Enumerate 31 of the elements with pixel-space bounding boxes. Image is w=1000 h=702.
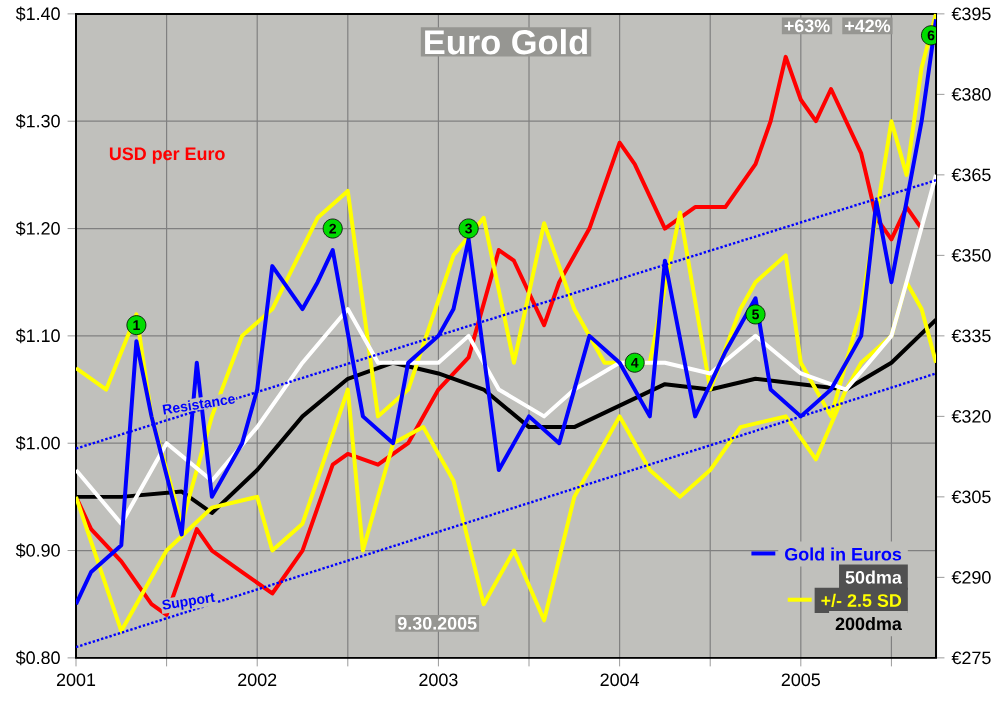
text: 50dma	[845, 570, 902, 584]
y-tick-label: $1.30	[15, 114, 60, 129]
legend-label: +/- 2.5 SD	[821, 593, 902, 608]
y2-tick-label: €365	[951, 168, 991, 182]
y-tick-label: $0.80	[15, 650, 60, 666]
y2-tick-label: €275	[951, 651, 991, 665]
y-tick-label: $1.10	[15, 328, 60, 344]
x-tick-label: 2004	[600, 673, 640, 687]
x-tick-label: 2005	[781, 673, 820, 687]
y2-tick-label: €290	[951, 571, 991, 584]
y2-tick-label: €335	[951, 329, 991, 343]
x-tick-label: 2001	[56, 673, 96, 687]
y2-tick-label: €320	[951, 410, 991, 423]
y2-tick-label: €395	[951, 7, 991, 21]
legend-label: Gold in Euros	[785, 547, 902, 561]
y2-tick-label: €305	[951, 490, 991, 504]
y-tick-label: $1.20	[15, 221, 60, 236]
y-tick-label: $0.90	[15, 543, 60, 558]
y-tick-label: $1.40	[15, 6, 60, 22]
text: 200dma	[835, 617, 902, 631]
y-tick-label: $1.00	[15, 436, 60, 451]
annotation: +42%	[845, 19, 891, 33]
x-tick-label: 2002	[238, 673, 277, 687]
y2-tick-label: €350	[951, 249, 991, 262]
line-series	[76, 172, 937, 526]
annotation: 9.30.2005	[397, 617, 477, 630]
x-tick-label: 2003	[419, 673, 458, 687]
text: USD per Euro	[109, 147, 225, 164]
chart-title: Euro Gold	[425, 29, 587, 55]
annotation: +63%	[784, 19, 830, 33]
y2-tick-label: €380	[951, 88, 991, 101]
